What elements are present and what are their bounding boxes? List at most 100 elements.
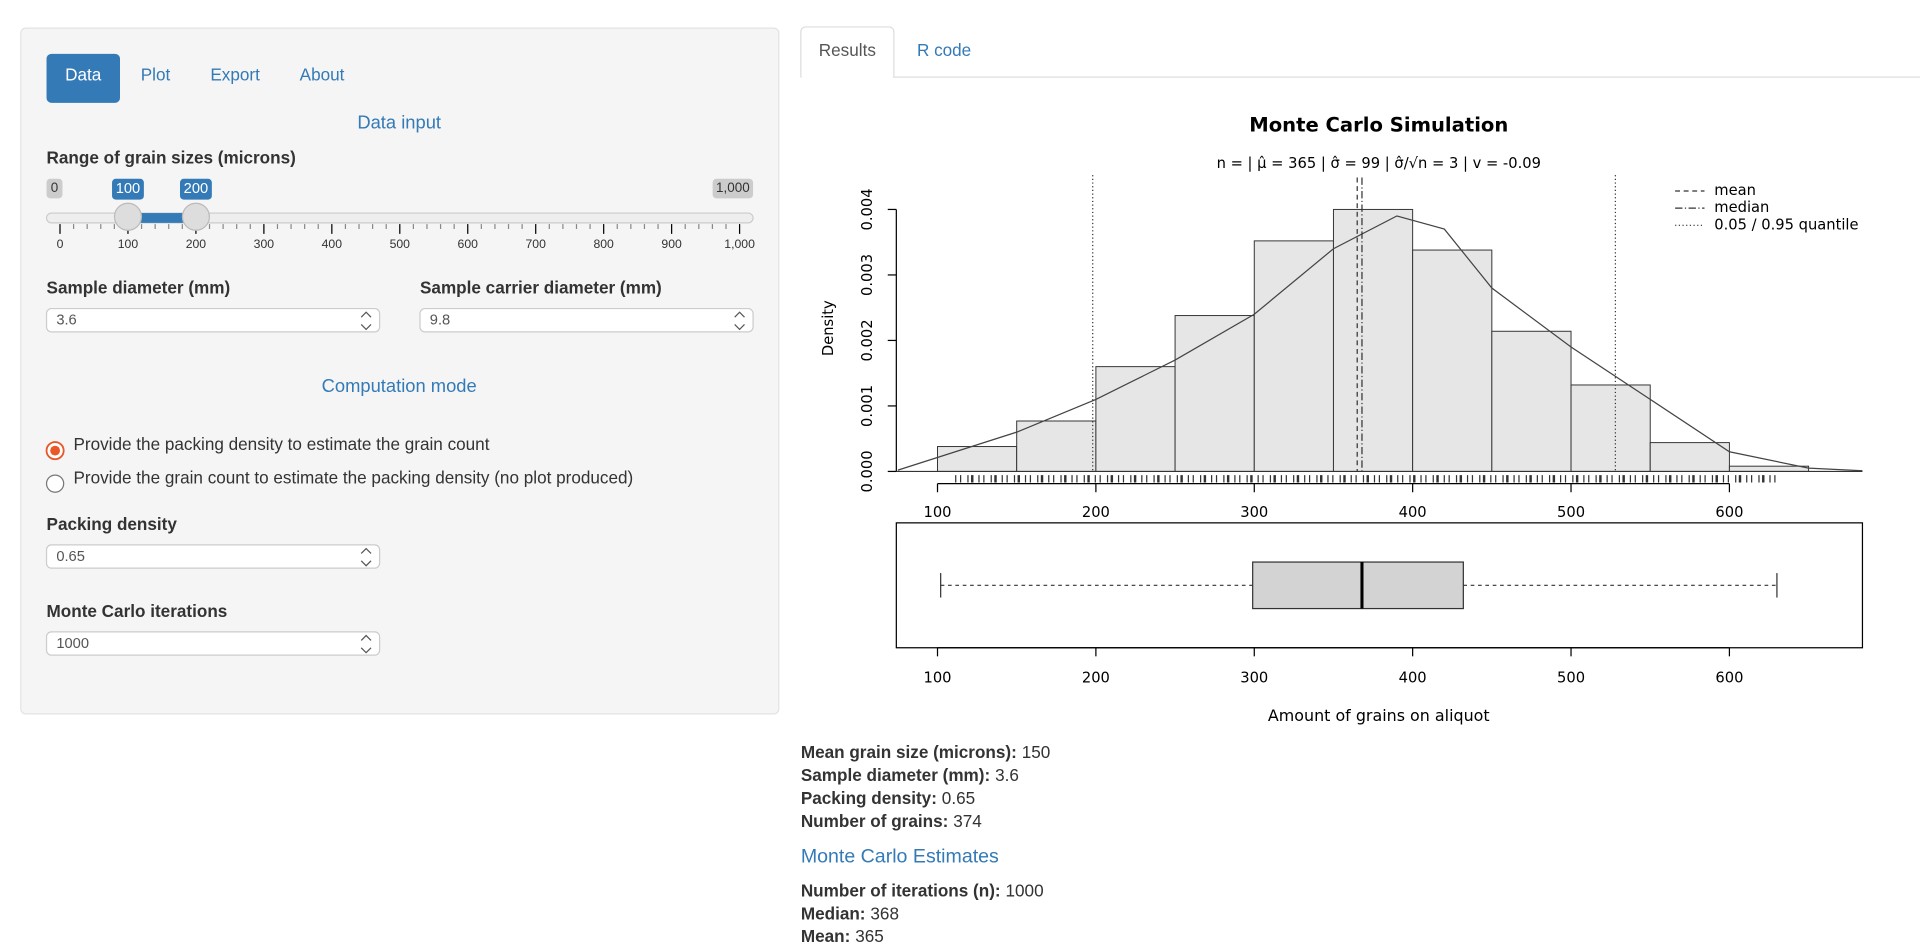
slider-min-bg: [46, 178, 63, 199]
summary-line: Number of iterations (n): 1000: [801, 880, 1044, 900]
summary-key: Sample diameter (mm):: [801, 764, 990, 784]
estimates-title: Monte Carlo Estimates: [801, 845, 999, 867]
slider-tick-label: 700: [526, 237, 547, 251]
summary-line: Median: 368: [801, 903, 899, 923]
summary-line: Mean grain size (microns): 150: [801, 742, 1050, 762]
input-box[interactable]: [45, 631, 381, 656]
slider-value-bg: [180, 178, 212, 200]
slider-min: 0: [51, 180, 58, 195]
spinner: [360, 311, 372, 331]
histogram-bar: [937, 446, 1018, 472]
sidebar-panel: [20, 27, 780, 715]
input-box[interactable]: [419, 307, 754, 333]
results-tab[interactable]: Results: [819, 40, 876, 60]
box-x-tick-label: 400: [1399, 669, 1427, 686]
y-tick-label: 0.001: [859, 385, 876, 427]
section-title: Computation mode: [322, 375, 477, 396]
sidebar-tab[interactable]: Data: [65, 64, 102, 84]
summary-key: Number of iterations (n):: [801, 880, 1001, 900]
histogram-bar: [1253, 240, 1334, 472]
y-axis-label: Density: [820, 300, 837, 356]
x-tick-label: 100: [923, 504, 951, 521]
slider-tick-label: 1,000: [724, 237, 755, 251]
summary-value: 1000: [1006, 880, 1044, 900]
input-label: Monte Carlo iterations: [47, 601, 228, 621]
slider-tick-label: 300: [254, 237, 275, 251]
summary-line: Mean: 365: [801, 926, 884, 946]
histogram-bar: [1016, 420, 1097, 472]
slider-max: 1,000: [716, 180, 750, 195]
radio-dot: [50, 445, 61, 456]
slider-tick-label: 600: [458, 237, 479, 251]
summary-value: 365: [855, 926, 884, 946]
tab-active-bg: [46, 53, 121, 103]
results-tab[interactable]: R code: [917, 40, 971, 60]
histogram-bar: [1412, 249, 1493, 472]
plot: Monte Carlo Simulation n = | μ̂ = 365 | σ…: [820, 114, 1864, 725]
box: [1252, 561, 1464, 610]
spinner: [360, 547, 372, 567]
radio[interactable]: [45, 474, 65, 493]
box-x-tick-label: 300: [1240, 669, 1268, 686]
summary-value: 374: [953, 810, 982, 830]
radio-label: Provide the packing density to estimate …: [73, 434, 489, 454]
slider-label: Range of grain sizes (microns): [47, 148, 296, 168]
legend-label: 0.05 / 0.95 quantile: [1714, 216, 1858, 233]
spinner: [734, 311, 745, 331]
slider-value: 100: [116, 181, 141, 197]
slider-tick-label: 500: [390, 237, 411, 251]
summary-line: Sample diameter (mm): 3.6: [801, 764, 1019, 784]
histogram-bar: [1570, 384, 1651, 472]
summary-value: 0.65: [942, 787, 975, 807]
slider-tick-label: 400: [322, 237, 343, 251]
sidebar-tab[interactable]: Export: [210, 64, 260, 84]
slider-tick-label: 200: [186, 237, 207, 251]
boxplot-frame: [895, 522, 1864, 649]
histogram-bar: [1095, 366, 1176, 472]
slider-range: [127, 213, 196, 223]
legend-label: mean: [1714, 182, 1756, 199]
input-box[interactable]: [45, 544, 381, 569]
radio-label: Provide the grain count to estimate the …: [73, 467, 633, 487]
slider-tick-label: 0: [57, 237, 64, 251]
x-tick-label: 600: [1715, 504, 1743, 521]
input-label: Packing density: [47, 514, 178, 534]
summary-line: Packing density: 0.65: [801, 787, 975, 807]
box-x-tick-label: 100: [923, 669, 951, 686]
slider-handle[interactable]: [181, 202, 211, 231]
sidebar-tab[interactable]: About: [300, 64, 345, 84]
input-value: 9.8: [430, 313, 450, 329]
summary-key: Number of grains:: [801, 810, 948, 830]
slider-handle[interactable]: [113, 202, 143, 231]
x-tick-label: 200: [1082, 504, 1110, 521]
y-tick-label: 0.000: [859, 450, 876, 492]
summary-key: Median:: [801, 903, 866, 923]
summary-value: 368: [870, 903, 899, 923]
summary-value: 3.6: [995, 764, 1019, 784]
slider-tick-label: 900: [661, 237, 682, 251]
y-tick-label: 0.002: [859, 319, 876, 361]
plot-subtitle: n = | μ̂ = 365 | σ̂ = 99 | σ̂/√n = 3 | v…: [1217, 155, 1541, 172]
plot-title: Monte Carlo Simulation: [1249, 114, 1508, 137]
y-tick-label: 0.004: [859, 188, 876, 230]
slider-value: 200: [184, 181, 209, 197]
summary-key: Packing density:: [801, 787, 937, 807]
input-value: 0.65: [56, 549, 85, 565]
active-tab-box: [800, 26, 895, 78]
summary-key: Mean:: [801, 926, 850, 946]
box-x-tick-label: 500: [1557, 669, 1585, 686]
slider-tick-label: 100: [118, 237, 139, 251]
summary-key: Mean grain size (microns):: [801, 742, 1017, 762]
slider-max-bg: [712, 178, 754, 199]
input-box[interactable]: [45, 307, 381, 333]
sidebar-tab[interactable]: Plot: [141, 64, 171, 84]
section-title: Data input: [357, 112, 441, 133]
histogram-bar: [1332, 208, 1414, 472]
histogram-bar: [1649, 442, 1730, 472]
summary-value: 150: [1022, 742, 1051, 762]
x-tick-label: 400: [1399, 504, 1427, 521]
slider-track: [45, 212, 754, 224]
legend-label: median: [1714, 199, 1769, 216]
